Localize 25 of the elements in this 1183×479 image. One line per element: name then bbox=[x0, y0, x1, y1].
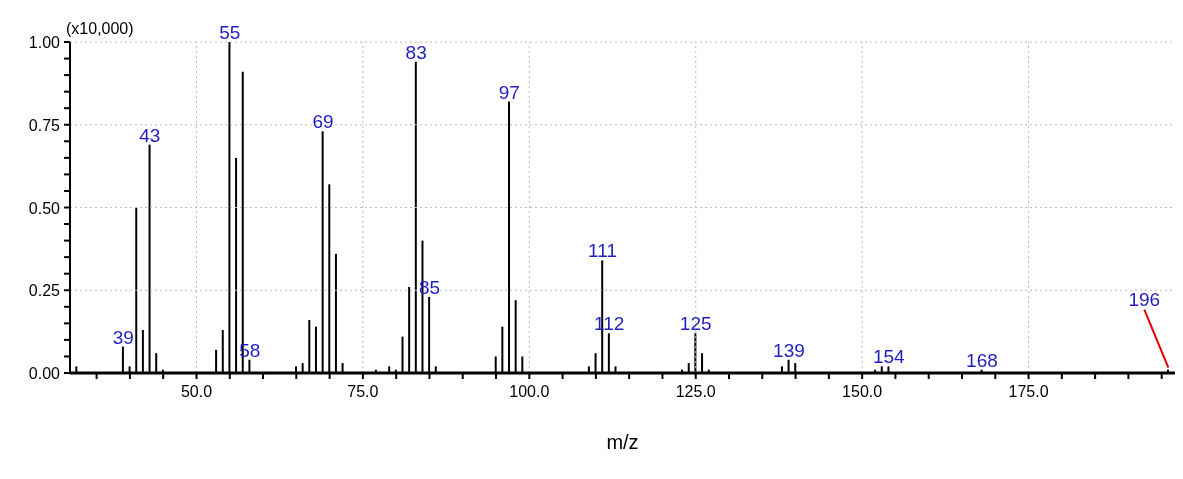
x-tick-label: 175.0 bbox=[1008, 383, 1049, 400]
x-tick-label: 75.0 bbox=[347, 383, 379, 400]
annotation: 125 bbox=[679, 313, 712, 335]
annotation: 97 bbox=[498, 81, 520, 103]
y-tick-label: 0.50 bbox=[28, 199, 61, 217]
annotation: 168 bbox=[966, 349, 998, 371]
annotation: 196 bbox=[1128, 288, 1161, 310]
x-tick-label: 100.0 bbox=[509, 383, 550, 400]
y-axis-title: (x10,000) bbox=[66, 20, 134, 37]
x-tick-label: 125.0 bbox=[675, 383, 716, 400]
y-tick-label: 0.25 bbox=[28, 282, 61, 300]
annotation: 111 bbox=[588, 240, 617, 262]
annotation: 154 bbox=[872, 346, 906, 368]
annotation: 83 bbox=[405, 41, 427, 63]
annotation: 39 bbox=[112, 326, 134, 348]
annotation: 55 bbox=[219, 22, 241, 43]
x-tick-label: 50.0 bbox=[180, 383, 213, 400]
y-tick-label: 1.00 bbox=[28, 34, 61, 51]
x-axis-title: m/z bbox=[606, 431, 639, 453]
annotation: 69 bbox=[312, 111, 334, 133]
annotation: 139 bbox=[773, 339, 805, 361]
annotation: 43 bbox=[139, 124, 161, 146]
x-tick-label: 150.0 bbox=[842, 383, 883, 400]
y-tick-label: 0.75 bbox=[28, 116, 61, 134]
y-tick-label: 0.00 bbox=[28, 365, 61, 382]
